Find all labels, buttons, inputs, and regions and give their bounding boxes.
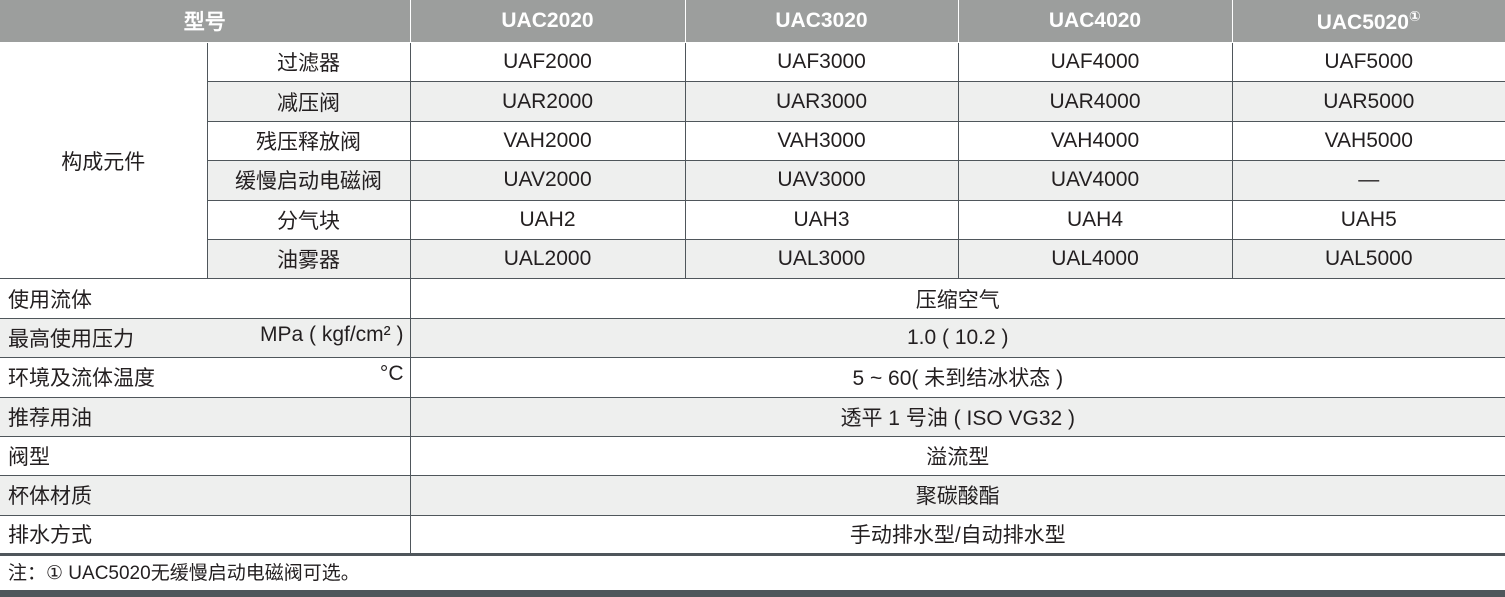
spec-unit: °C <box>379 362 404 386</box>
component-name: 油雾器 <box>207 238 411 280</box>
spec-value: 1.0 ( 10.2 ) <box>409 317 1505 359</box>
spec-label: 环境及流体温度 <box>8 367 155 391</box>
spec-row: 推荐用油 透平 1 号油 ( ISO VG32 ) <box>0 396 1505 437</box>
component-value: UAR5000 <box>1231 81 1505 122</box>
component-value: — <box>1231 160 1505 201</box>
spec-label: 使用流体 <box>8 288 92 312</box>
spec-label: 推荐用油 <box>8 406 92 430</box>
spec-label: 最高使用压力 <box>8 327 134 351</box>
component-group-label: 构成元件 <box>0 41 208 280</box>
component-value: UAH2 <box>409 199 686 240</box>
spec-value: 5 ~ 60( 未到结冰状态 ) <box>409 357 1505 398</box>
component-name: 减压阀 <box>207 81 411 122</box>
component-value: UAF5000 <box>1231 41 1505 83</box>
spec-row: 杯体材质 聚碳酸酯 <box>0 475 1505 516</box>
component-value: UAR3000 <box>684 81 959 122</box>
spec-value: 手动排水型/自动排水型 <box>409 514 1505 557</box>
component-value: UAR4000 <box>957 81 1233 122</box>
component-value: UAV2000 <box>409 160 686 201</box>
component-value: UAV4000 <box>957 160 1233 201</box>
component-value: UAL2000 <box>409 238 686 280</box>
component-name: 过滤器 <box>206 41 411 83</box>
component-value: UAV3000 <box>684 160 959 201</box>
component-row: 减压阀 UAR2000 UAR3000 UAR4000 UAR5000 <box>0 81 1505 122</box>
spec-value: 溢流型 <box>409 435 1505 477</box>
component-row: 分气块 UAH2 UAH3 UAH4 UAH5 <box>0 199 1505 240</box>
spec-row: 使用流体 压缩空气 <box>0 278 1505 319</box>
spec-label-cell: 杯体材质 <box>0 475 411 516</box>
component-row: 油雾器 UAL2000 UAL3000 UAL4000 UAL5000 <box>0 238 1505 280</box>
model-uac5020: UAC5020① <box>1231 0 1505 43</box>
footnote-mark: ① <box>1408 7 1421 24</box>
header-row: 型号 UAC2020 UAC3020 UAC4020 UAC5020① <box>0 0 1505 43</box>
spec-value: 聚碳酸酯 <box>409 475 1505 516</box>
component-value: UAF4000 <box>957 41 1233 83</box>
component-value: UAH4 <box>957 199 1233 240</box>
component-value: UAL4000 <box>957 238 1233 280</box>
component-value: UAH3 <box>684 199 959 240</box>
component-value: UAR2000 <box>409 81 686 122</box>
component-row: 构成元件 过滤器 UAF2000 UAF3000 UAF4000 UAF5000 <box>0 41 1505 280</box>
component-value: VAH5000 <box>1231 120 1505 162</box>
spec-value: 压缩空气 <box>409 278 1505 319</box>
component-value: UAL3000 <box>684 238 959 280</box>
spec-row: 环境及流体温度 °C 5 ~ 60( 未到结冰状态 ) <box>0 357 1505 398</box>
spec-label: 杯体材质 <box>8 485 92 509</box>
component-value: UAF2000 <box>409 41 686 83</box>
spec-unit: MPa ( kgf/cm² ) <box>259 322 404 346</box>
component-value: UAF3000 <box>684 41 959 83</box>
spec-label-cell: 推荐用油 <box>0 396 411 437</box>
component-row: 缓慢启动电磁阀 UAV2000 UAV3000 UAV4000— <box>0 160 1505 201</box>
spec-label-cell: 环境及流体温度 °C <box>0 357 411 398</box>
component-value: UAL5000 <box>1231 238 1505 280</box>
component-value: UAH5 <box>1231 199 1505 240</box>
spec-row: 最高使用压力 MPa ( kgf/cm² ) 1.0 ( 10.2 ) <box>0 317 1505 359</box>
model-uac3020: UAC3020 <box>684 0 959 43</box>
component-name: 缓慢启动电磁阀 <box>207 160 411 201</box>
component-name: 分气块 <box>207 199 411 240</box>
spec-label: 阀型 <box>8 446 50 470</box>
spec-label-cell: 使用流体 <box>0 278 411 319</box>
component-name: 残压释放阀 <box>207 120 411 162</box>
component-value: VAH3000 <box>684 120 959 162</box>
spec-label-cell: 最高使用压力 MPa ( kgf/cm² ) <box>0 317 411 359</box>
spec-label-cell: 排水方式 <box>0 514 411 557</box>
model-label: 型号 <box>0 0 411 43</box>
spec-row: 阀型 溢流型 <box>0 435 1505 477</box>
footnote: 注：① UAC5020无缓慢启动电磁阀可选。 <box>0 554 1505 597</box>
spec-label: 排水方式 <box>8 524 92 548</box>
component-value: VAH2000 <box>409 120 686 162</box>
model-uac2020: UAC2020 <box>409 0 686 43</box>
component-row: 残压释放阀 VAH2000 VAH3000 VAH4000 VAH5000 <box>0 120 1505 162</box>
component-value: VAH4000 <box>957 120 1233 162</box>
spec-row: 排水方式 手动排水型/自动排水型 <box>0 514 1505 557</box>
model-uac4020: UAC4020 <box>957 0 1233 43</box>
spec-label-cell: 阀型 <box>0 435 411 477</box>
model-uac5020-label: UAC5020 <box>1316 10 1409 34</box>
spec-value: 透平 1 号油 ( ISO VG32 ) <box>409 396 1505 437</box>
